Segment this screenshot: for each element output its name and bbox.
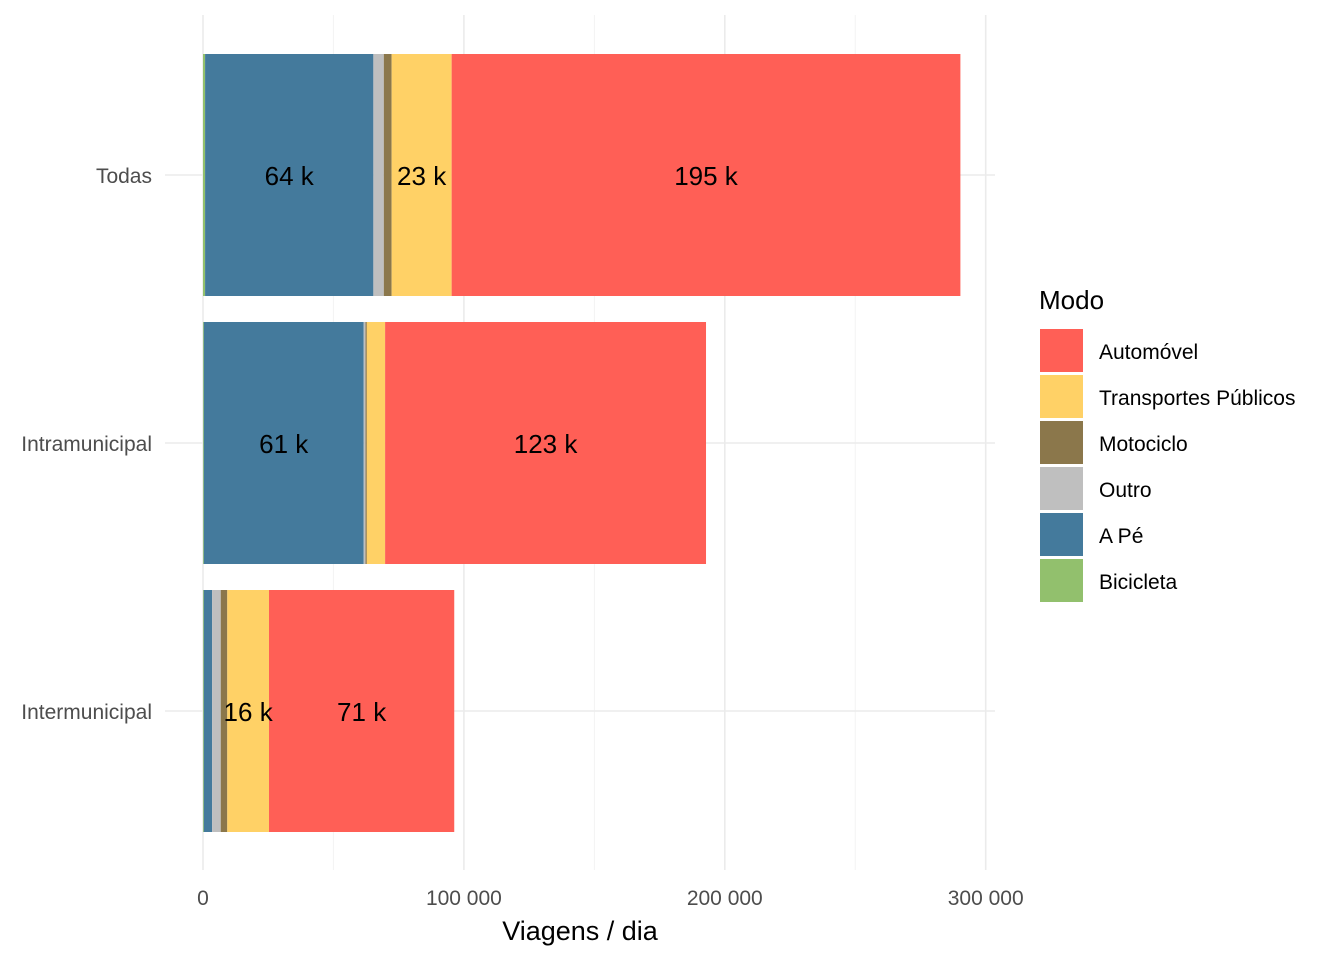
bar-bicicleta	[203, 54, 206, 296]
y-tick-label: Todas	[96, 165, 152, 188]
legend-swatch	[1040, 329, 1083, 372]
x-tick-label: 0	[197, 887, 209, 910]
bar-automovel	[385, 322, 707, 564]
bar-outro	[373, 54, 384, 296]
bar-transportes-publicos	[391, 54, 452, 296]
data-label: 64 k	[265, 161, 315, 191]
bar-a-pe	[203, 590, 213, 832]
x-axis-tick-labels: 0 100 000 200 000 300 000	[197, 887, 1024, 910]
legend-label: Motociclo	[1099, 433, 1188, 456]
y-tick-label: Intermunicipal	[21, 701, 152, 724]
data-label: 23 k	[397, 161, 447, 191]
data-label: 123 k	[514, 429, 579, 459]
legend-swatch	[1040, 421, 1083, 464]
bar-bicicleta	[203, 322, 204, 564]
x-tick-label: 200 000	[687, 887, 763, 910]
data-labels: 64 k 23 k 195 k 61 k 123 k 16 k 71 k	[224, 161, 739, 727]
data-label: 61 k	[259, 429, 309, 459]
bar-motociclo	[220, 590, 228, 832]
legend-label: Bicicleta	[1099, 571, 1178, 594]
legend-label: Automóvel	[1099, 341, 1198, 364]
legend-label: Outro	[1099, 479, 1152, 502]
bar-motociclo	[383, 54, 392, 296]
y-axis-tick-labels: Todas Intramunicipal Intermunicipal	[21, 165, 152, 724]
legend-swatch	[1040, 513, 1083, 556]
legend-label: A Pé	[1099, 525, 1143, 548]
x-tick-label: 300 000	[948, 887, 1024, 910]
bar-outro	[212, 590, 221, 832]
data-label: 16 k	[224, 697, 274, 727]
x-tick-label: 100 000	[426, 887, 502, 910]
bar-outro	[363, 322, 366, 564]
bar-a-pe	[203, 322, 364, 564]
bar-segments	[203, 54, 961, 832]
legend-swatch	[1040, 559, 1083, 602]
bar-transportes-publicos	[366, 322, 386, 564]
bar-transportes-publicos	[227, 590, 270, 832]
bar-automovel	[451, 54, 961, 296]
legend-label: Transportes Públicos	[1099, 387, 1295, 410]
legend-title: Modo	[1039, 285, 1104, 315]
legend: Modo Automóvel Transportes Públicos Motoci…	[1039, 285, 1295, 602]
legend-swatch	[1040, 375, 1083, 418]
bar-automovel	[269, 590, 455, 832]
y-tick-label: Intramunicipal	[21, 433, 152, 456]
data-label: 195 k	[674, 161, 739, 191]
legend-swatch	[1040, 467, 1083, 510]
x-axis-title: Viagens / dia	[502, 916, 659, 946]
bar-bicicleta	[203, 590, 204, 832]
bar-motociclo	[365, 322, 367, 564]
bar-a-pe	[205, 54, 374, 296]
data-label: 71 k	[337, 697, 387, 727]
